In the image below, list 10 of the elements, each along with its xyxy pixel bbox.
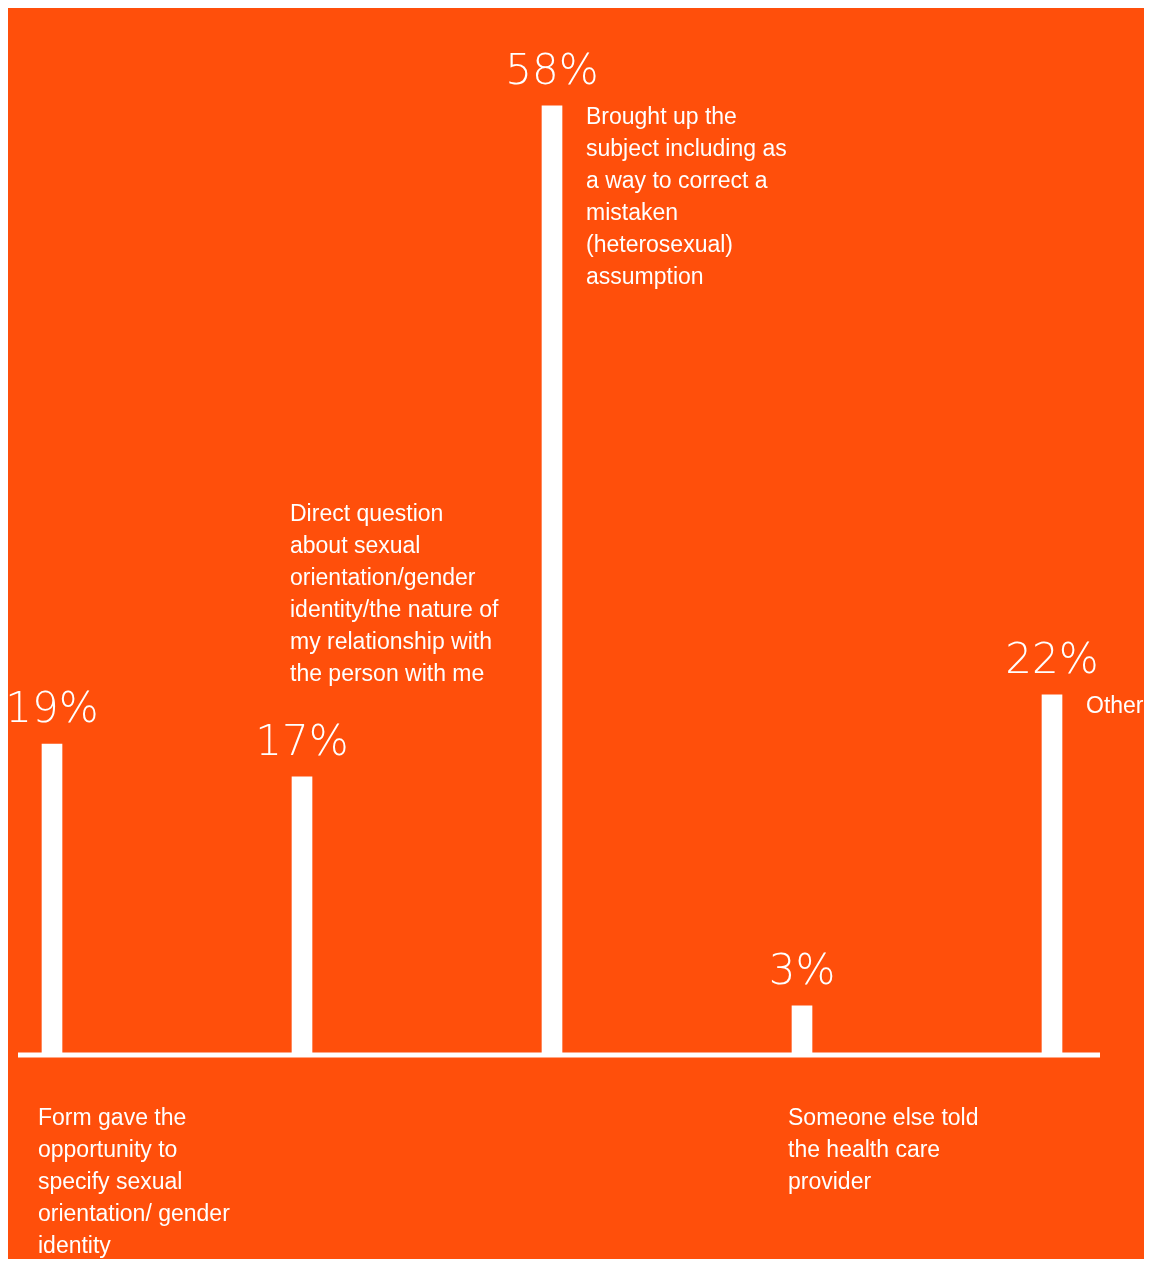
x-tick-label: Direct question about sexual orientation/gender identity/the nature of my relationship with the person with me: [290, 499, 500, 686]
data-label: 19%: [5, 683, 99, 733]
x-tick-label: Form gave the opportunity to specify sexual orientation/ gender identity: [38, 1103, 231, 1258]
data-label: 17%: [255, 715, 349, 765]
data-label: 3%: [768, 944, 836, 994]
x-tick-label: Brought up the subject including as a way to correct a mistaken (heterosexual) assumption: [586, 102, 787, 289]
data-label: 22%: [1005, 633, 1099, 683]
x-tick-label: Other: [1086, 691, 1144, 718]
data-label: 58%: [505, 44, 599, 94]
x-tick-label: Someone else told the health care provider: [788, 1103, 979, 1194]
